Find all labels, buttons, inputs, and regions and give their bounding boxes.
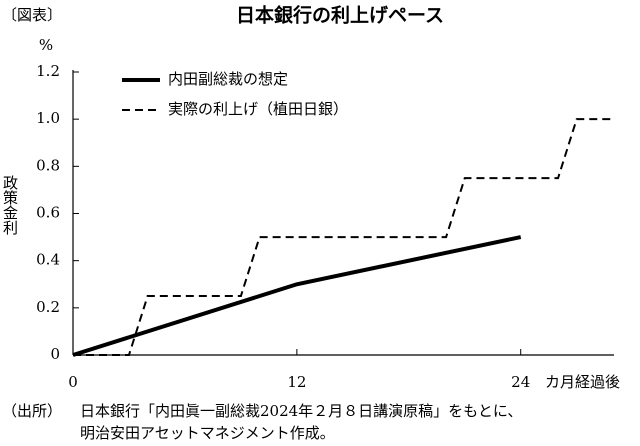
source-label: （出所） [2,402,62,420]
y-tick-label: 0.2 [36,298,60,316]
x-tick-label: 12 [287,373,306,391]
source-text: 明治安田アセットマネジメント作成。 [80,424,335,442]
legend-label: 内田副総裁の想定 [168,70,288,88]
line [72,235,522,357]
x-tick-label: 24 [511,373,530,391]
y-unit: % [39,36,53,54]
y-tick-label: 1.2 [36,62,60,80]
chart-title: 日本銀行の利上げペース [236,4,444,27]
line [73,118,614,356]
source-text: 日本銀行「内田眞一副総裁2024年２月８日講演原稿」をもとに、 [80,402,522,420]
y-tick-label: 1.0 [36,109,60,127]
y-tick-label: 0.8 [36,156,60,174]
y-axis-label: 政策金利 [1,175,19,235]
y-tick-label: 0.6 [36,204,60,222]
figure-label: 〔図表〕 [2,6,62,24]
legend-label: 実際の利上げ（植田日銀） [168,100,348,118]
y-tick-label: 0.4 [36,251,60,269]
x-axis-label: カ月経過後 [545,373,620,391]
x-tick-label: 0 [68,373,78,391]
y-tick-label: 0 [50,345,60,363]
